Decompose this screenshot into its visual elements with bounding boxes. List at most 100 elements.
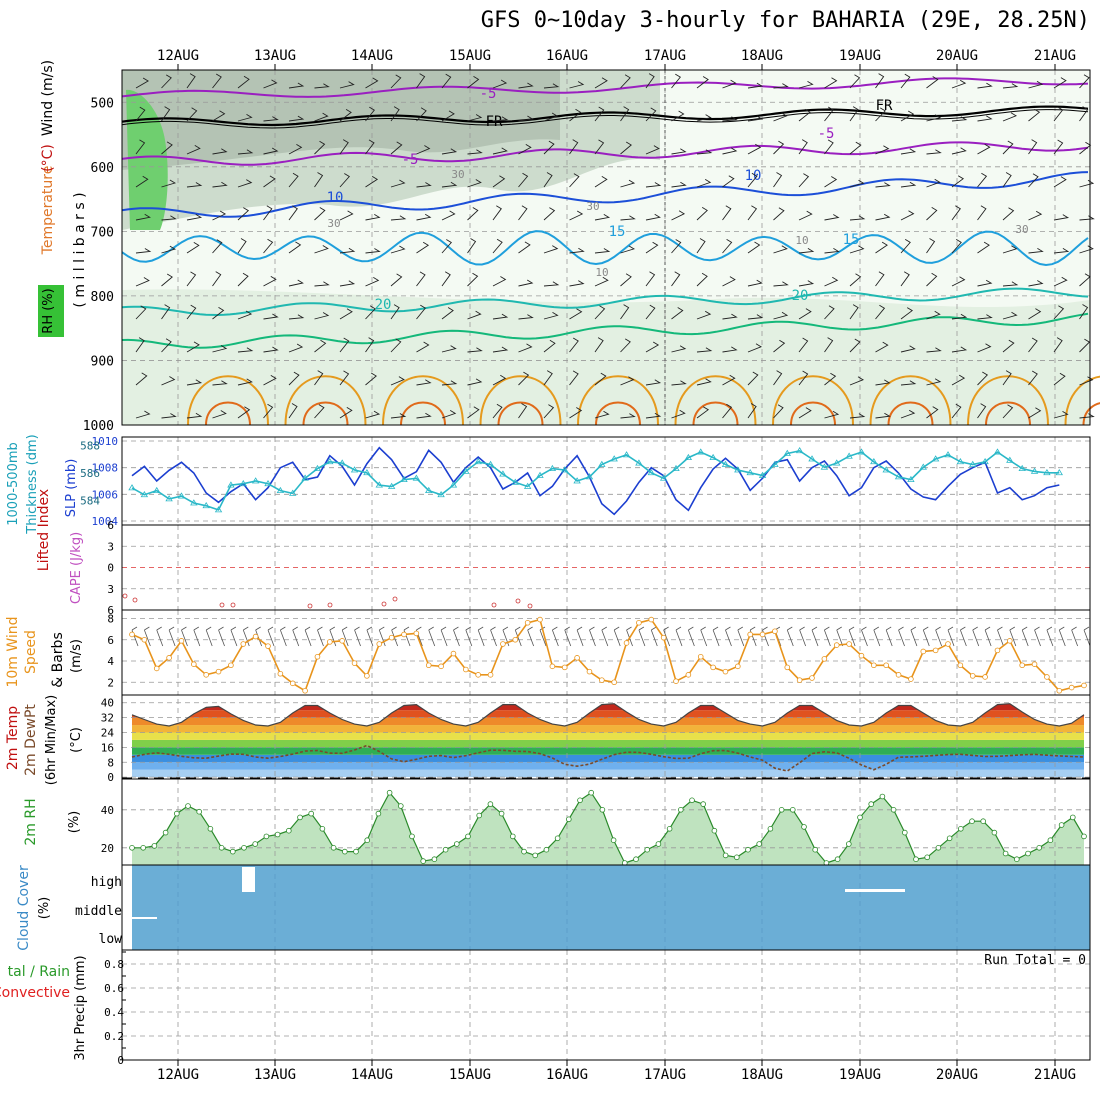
surface-wind-barb — [143, 626, 151, 647]
wind-barb — [747, 115, 764, 122]
thickness-series-marker — [684, 453, 693, 461]
wind-barb — [951, 403, 962, 419]
rh-marker — [801, 824, 807, 830]
thickness-series-marker — [561, 466, 569, 473]
wind-barb — [543, 83, 560, 89]
wind-barb — [875, 341, 889, 353]
wind-barb — [237, 238, 247, 254]
thickness-series-marker — [573, 477, 581, 484]
cloud-high-patch-2 — [845, 889, 905, 892]
surface-wind-barb — [947, 626, 955, 647]
top-date-label: 14AUG — [351, 48, 393, 64]
wind-barb — [977, 205, 987, 221]
wind-barb — [492, 374, 507, 386]
wind-speed-series-marker — [722, 668, 729, 675]
rh-shade-low — [122, 289, 1090, 425]
wind-tick-label: 8 — [107, 613, 114, 626]
wind-barb — [671, 307, 684, 320]
thickness-series-marker — [289, 489, 297, 496]
cloud-middle-patch — [132, 917, 157, 919]
wind-speed-series-marker — [191, 661, 197, 667]
wind-barb — [977, 172, 988, 188]
wind-barb — [671, 239, 682, 254]
surface-wind-barb — [440, 626, 448, 647]
wind-barb — [416, 379, 432, 386]
wind-barb — [645, 379, 662, 386]
bottom-date-label: 19AUG — [839, 1067, 881, 1083]
wind-barb — [467, 179, 482, 188]
wind-barb — [135, 77, 149, 89]
contour-hot — [790, 401, 836, 426]
wind-barb — [773, 339, 786, 353]
wind-barb — [875, 145, 890, 155]
rh-marker — [364, 837, 371, 843]
rh-marker — [420, 858, 427, 864]
contour-20 — [121, 287, 1089, 317]
rh-marker — [330, 844, 337, 851]
rh-tick-label: 40 — [101, 804, 114, 817]
wind-barb — [849, 273, 862, 287]
wind-barb — [1002, 339, 1015, 353]
rh-marker — [980, 818, 986, 824]
wind-speed-series-marker — [660, 634, 667, 641]
wind-barb — [1002, 112, 1018, 122]
wind-barb — [314, 83, 330, 89]
wind-barb — [875, 241, 888, 254]
temp-band — [132, 717, 1084, 726]
wind-barb — [594, 214, 611, 221]
rh-marker — [230, 848, 236, 855]
contour-hot — [595, 401, 641, 426]
run-total-label: Run Total = 0 — [984, 953, 1086, 968]
rh-marker — [465, 833, 471, 840]
surface-wind-barb — [465, 626, 473, 647]
contour-hot — [302, 401, 349, 426]
thickness-series-marker — [326, 457, 334, 465]
top-date-label: 18AUG — [741, 48, 783, 64]
thickness-tick-label: 586 — [80, 467, 100, 480]
wind-unit-label: (m/s) — [69, 639, 84, 673]
wind-tick-label: 2 — [107, 676, 114, 689]
wind-barb — [441, 271, 451, 287]
wind-barb — [773, 404, 784, 419]
wind-barb — [798, 407, 812, 419]
wind-speed-series-marker — [339, 638, 345, 644]
rh-marker — [140, 844, 147, 851]
contour-label: 15 — [843, 232, 860, 248]
wind-barb — [747, 205, 758, 221]
wind-barb — [186, 412, 203, 419]
rh-unit-label: (%) — [67, 811, 82, 834]
wind-speed-series-marker — [895, 672, 902, 678]
wind-speed-series-marker — [289, 680, 296, 687]
wind-barb — [365, 106, 375, 122]
wind-barb — [594, 248, 611, 254]
rh-marker — [375, 810, 382, 817]
wind-barb — [569, 210, 584, 221]
upper-frame — [121, 69, 1091, 426]
rh-marker — [901, 829, 908, 836]
surface-wind-barb — [959, 626, 967, 647]
wind-speed-series-marker — [450, 650, 457, 657]
wind-barb — [1053, 337, 1063, 353]
wind-barb — [492, 276, 507, 287]
li-marker — [132, 597, 138, 603]
wind-barb — [594, 410, 610, 419]
contour-label: 30 — [327, 217, 340, 230]
cloud-high-patch — [242, 867, 255, 892]
wind-barb — [1053, 214, 1070, 221]
wind-barb — [645, 271, 656, 287]
wind-barb — [186, 107, 198, 122]
wind-barb — [314, 339, 327, 353]
surface-wind-barb — [1083, 626, 1091, 647]
wind-speed-series-marker — [351, 660, 358, 666]
li-marker — [122, 593, 128, 599]
wind-barb — [416, 304, 426, 320]
rh-marker — [476, 812, 483, 819]
wind-barb — [951, 175, 965, 188]
wind-barb — [1053, 139, 1064, 155]
wind-barb — [798, 173, 810, 188]
li-marker — [381, 601, 387, 607]
rh-marker — [767, 825, 774, 832]
rh-marker — [185, 803, 191, 809]
wind-barb — [492, 175, 506, 188]
surface-wind-barb — [156, 626, 164, 647]
